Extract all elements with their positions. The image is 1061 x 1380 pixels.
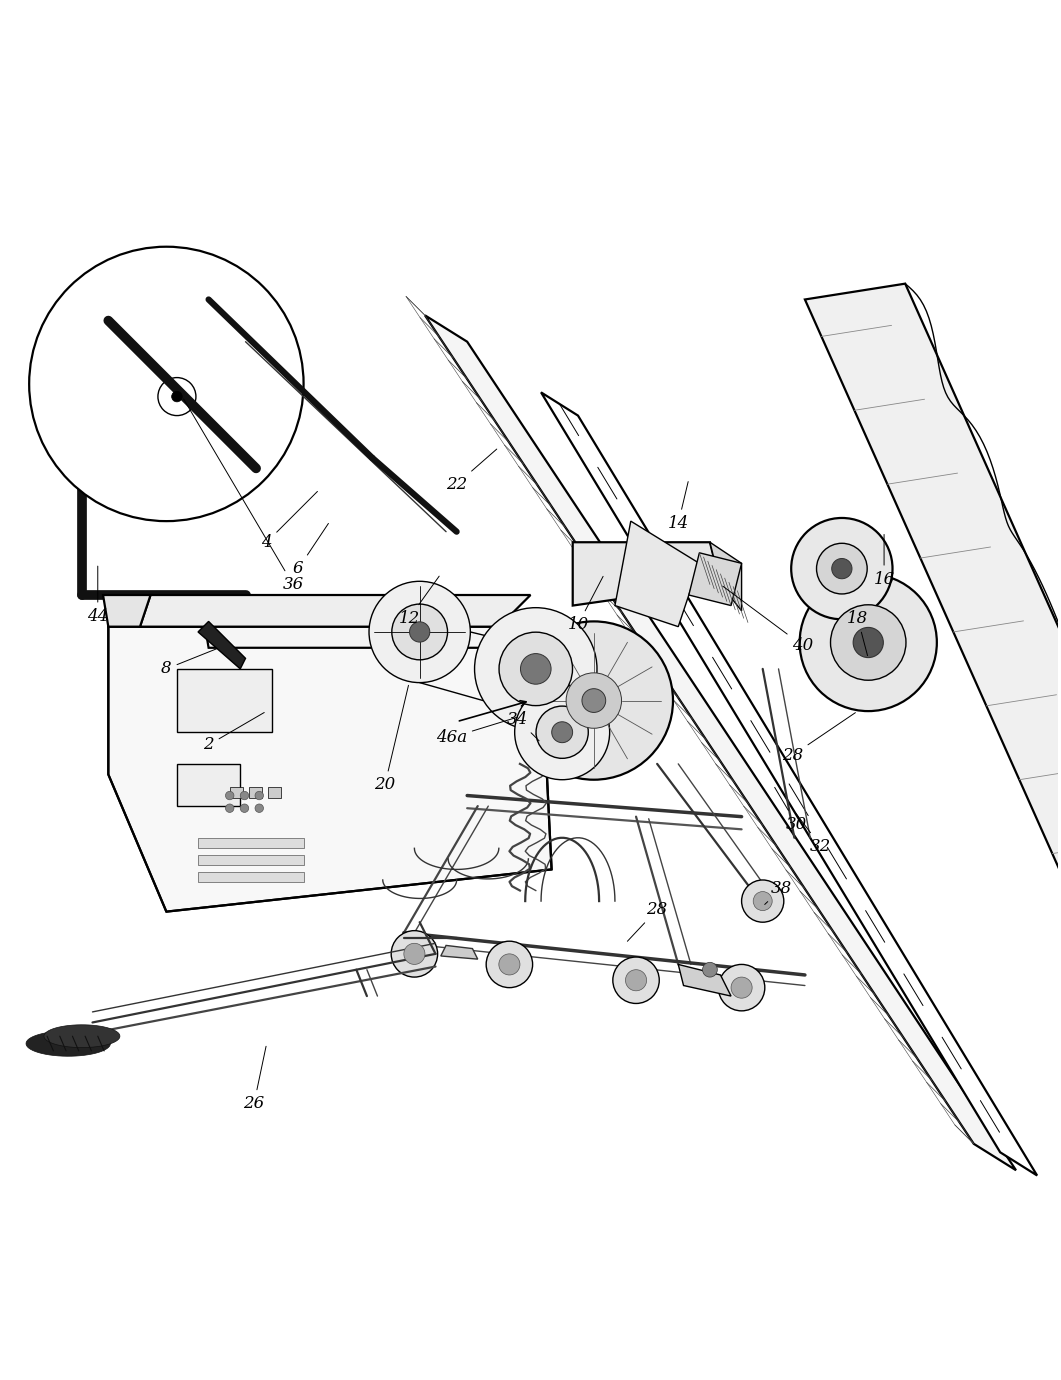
Circle shape: [255, 791, 263, 800]
Text: 36: 36: [184, 399, 303, 593]
Circle shape: [515, 684, 610, 780]
Text: 44: 44: [87, 566, 108, 625]
Bar: [177, 669, 272, 733]
Circle shape: [832, 559, 852, 578]
Text: 30: 30: [775, 788, 807, 832]
Circle shape: [499, 954, 520, 974]
Circle shape: [742, 880, 784, 922]
Polygon shape: [689, 553, 742, 606]
Polygon shape: [425, 315, 1016, 1170]
Circle shape: [474, 607, 597, 730]
Polygon shape: [103, 595, 151, 627]
Polygon shape: [440, 945, 477, 959]
Text: 40: 40: [723, 586, 814, 654]
Text: 4: 4: [261, 491, 317, 551]
Polygon shape: [710, 542, 742, 611]
Text: 18: 18: [847, 610, 868, 656]
Polygon shape: [678, 965, 731, 996]
Text: 12: 12: [399, 577, 439, 627]
Circle shape: [626, 970, 646, 991]
Circle shape: [158, 378, 196, 415]
Circle shape: [499, 632, 573, 705]
Circle shape: [792, 518, 892, 620]
Circle shape: [800, 574, 937, 711]
Circle shape: [817, 544, 867, 593]
Circle shape: [515, 621, 673, 780]
Text: 14: 14: [667, 482, 689, 531]
Circle shape: [369, 581, 470, 683]
Circle shape: [240, 791, 248, 800]
Circle shape: [552, 722, 573, 742]
Polygon shape: [44, 1025, 120, 1047]
Circle shape: [853, 628, 884, 658]
Text: 26: 26: [243, 1046, 266, 1112]
Polygon shape: [27, 1031, 110, 1056]
Bar: [248, 787, 262, 798]
Polygon shape: [573, 542, 720, 606]
Circle shape: [831, 604, 906, 680]
Circle shape: [567, 673, 622, 729]
Text: 28: 28: [627, 901, 667, 941]
Polygon shape: [198, 621, 245, 669]
Circle shape: [718, 965, 765, 1012]
Polygon shape: [541, 392, 1037, 1176]
Text: 38: 38: [765, 880, 793, 904]
Polygon shape: [805, 284, 1061, 890]
Bar: [198, 838, 303, 849]
Circle shape: [392, 930, 437, 977]
Circle shape: [255, 805, 263, 813]
Circle shape: [410, 622, 430, 642]
Text: 28: 28: [782, 712, 855, 765]
Bar: [198, 854, 303, 865]
Bar: [229, 787, 243, 798]
Text: 34: 34: [507, 711, 539, 741]
Bar: [198, 872, 303, 882]
Polygon shape: [204, 615, 552, 647]
Circle shape: [702, 962, 717, 977]
Circle shape: [172, 392, 182, 402]
Bar: [177, 765, 240, 806]
Text: 6: 6: [293, 523, 329, 577]
Text: 46a: 46a: [436, 718, 518, 747]
Circle shape: [581, 689, 606, 712]
Polygon shape: [108, 627, 552, 912]
Bar: [267, 787, 281, 798]
Circle shape: [486, 941, 533, 988]
Circle shape: [521, 654, 551, 684]
Circle shape: [753, 891, 772, 911]
Polygon shape: [615, 522, 699, 627]
Text: 2: 2: [204, 712, 264, 753]
Circle shape: [404, 944, 425, 965]
Text: 8: 8: [161, 649, 216, 678]
Text: 32: 32: [796, 814, 832, 854]
Circle shape: [536, 707, 588, 759]
Text: 10: 10: [568, 577, 603, 633]
Polygon shape: [140, 595, 530, 627]
Circle shape: [613, 956, 659, 1003]
Circle shape: [392, 604, 448, 660]
Text: 22: 22: [446, 448, 497, 493]
Circle shape: [731, 977, 752, 998]
Text: 20: 20: [375, 686, 408, 794]
Circle shape: [226, 805, 233, 813]
Circle shape: [226, 791, 233, 800]
Circle shape: [240, 805, 248, 813]
Circle shape: [29, 247, 303, 522]
Text: 16: 16: [873, 534, 894, 588]
